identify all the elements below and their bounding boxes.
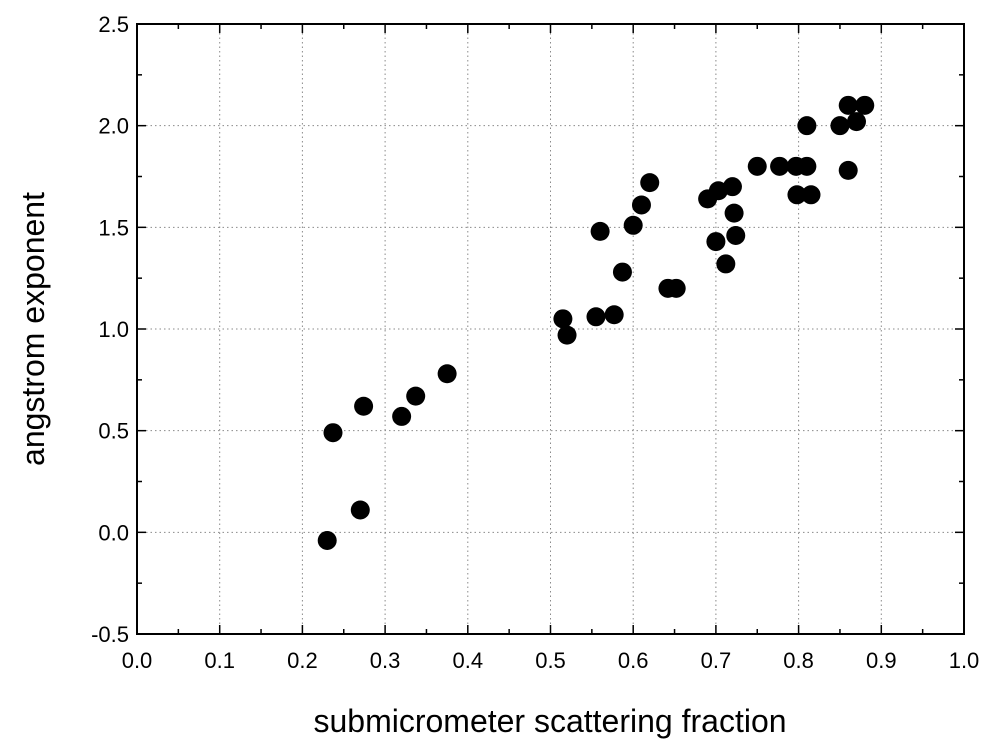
data-point	[406, 386, 426, 406]
data-point	[612, 262, 632, 282]
x-tick-label: 0.5	[535, 648, 566, 673]
data-point	[640, 173, 660, 193]
data-point	[557, 325, 577, 345]
data-point	[797, 116, 817, 136]
data-point	[666, 278, 686, 298]
data-point	[724, 203, 744, 223]
y-axis-title: angstrom exponent	[15, 192, 51, 466]
x-tick-labels: 0.0 0.1 0.2 0.3 0.4 0.5 0.6 0.7 0.8 0.9 1.0	[122, 648, 980, 673]
data-point	[317, 530, 337, 550]
x-tick-label: 0.9	[866, 648, 897, 673]
y-tick-label: -0.5	[91, 622, 129, 647]
data-point	[846, 112, 866, 132]
data-point	[706, 232, 726, 252]
data-point	[770, 156, 790, 176]
x-tick-label: 0.6	[618, 648, 649, 673]
data-point	[354, 396, 374, 416]
data-point	[631, 195, 651, 215]
x-tick-label: 0.7	[701, 648, 732, 673]
data-point	[623, 215, 643, 235]
data-point	[838, 95, 858, 115]
x-tick-label: 0.4	[453, 648, 484, 673]
y-tick-label: 2.5	[98, 12, 129, 37]
data-point	[801, 185, 821, 205]
data-point	[350, 500, 370, 520]
x-tick-label: 0.1	[204, 648, 235, 673]
data-point	[716, 254, 736, 274]
x-tick-label: 0.2	[287, 648, 318, 673]
data-point	[604, 305, 624, 325]
data-point	[722, 177, 742, 197]
y-tick-label: 0.0	[98, 520, 129, 545]
data-point	[323, 423, 343, 443]
data-point	[553, 309, 573, 329]
y-tick-labels: -0.5 0.0 0.5 1.0 1.5 2.0 2.5	[91, 12, 129, 647]
x-axis-title: submicrometer scattering fraction	[313, 703, 786, 739]
data-point	[787, 185, 807, 205]
x-tick-label: 1.0	[949, 648, 980, 673]
data-point	[586, 307, 606, 327]
data-point	[726, 225, 746, 245]
y-tick-label: 1.0	[98, 317, 129, 342]
x-tick-label: 0.3	[370, 648, 401, 673]
data-point	[838, 160, 858, 180]
plot-frame	[136, 23, 965, 635]
data-point	[797, 156, 817, 176]
data-point	[392, 406, 412, 426]
data-points	[317, 95, 875, 550]
data-point	[437, 364, 457, 384]
data-point	[590, 221, 610, 241]
x-tick-label: 0.0	[122, 648, 153, 673]
data-point	[855, 95, 875, 115]
data-point	[830, 116, 850, 136]
y-tick-label: 0.5	[98, 419, 129, 444]
x-tick-label: 0.8	[783, 648, 814, 673]
grid-lines	[137, 24, 964, 634]
y-tick-label: 2.0	[98, 114, 129, 139]
y-tick-label: 1.5	[98, 215, 129, 240]
data-point	[747, 156, 767, 176]
